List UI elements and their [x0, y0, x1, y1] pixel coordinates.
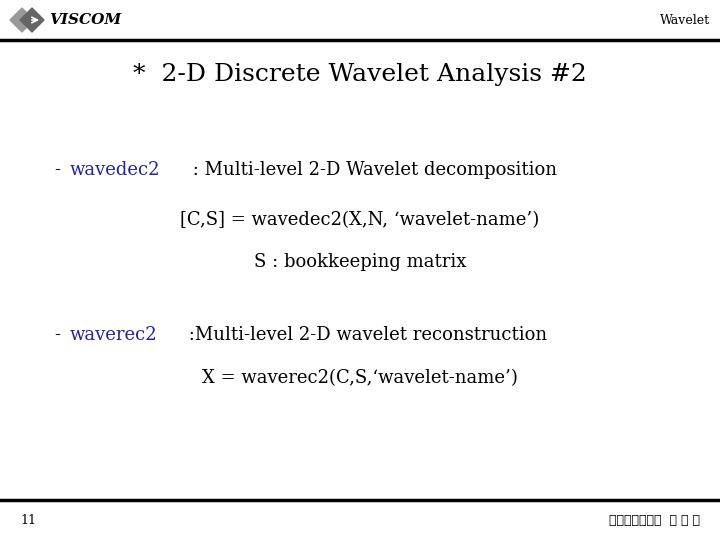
Polygon shape — [20, 8, 44, 32]
Text: : Multi-level 2-D Wavelet decomposition: : Multi-level 2-D Wavelet decomposition — [187, 161, 557, 179]
Text: -: - — [55, 326, 67, 344]
Text: X = waverec2(C,S,‘wavelet-name’): X = waverec2(C,S,‘wavelet-name’) — [202, 369, 518, 387]
Text: VISCOM: VISCOM — [49, 13, 121, 27]
Text: wavedec2: wavedec2 — [70, 161, 161, 179]
Polygon shape — [10, 8, 34, 32]
Text: 영상통신연구실  박 원 배: 영상통신연구실 박 원 배 — [609, 514, 700, 526]
Text: Wavelet: Wavelet — [660, 14, 710, 26]
Text: :Multi-level 2-D wavelet reconstruction: :Multi-level 2-D wavelet reconstruction — [183, 326, 547, 344]
Text: waverec2: waverec2 — [70, 326, 158, 344]
Text: S : bookkeeping matrix: S : bookkeeping matrix — [254, 253, 466, 271]
Text: -: - — [55, 161, 67, 179]
Text: [C,S] = wavedec2(X,N, ‘wavelet-name’): [C,S] = wavedec2(X,N, ‘wavelet-name’) — [181, 211, 539, 229]
Text: *  2-D Discrete Wavelet Analysis #2: * 2-D Discrete Wavelet Analysis #2 — [133, 64, 587, 86]
Text: 11: 11 — [20, 514, 36, 526]
